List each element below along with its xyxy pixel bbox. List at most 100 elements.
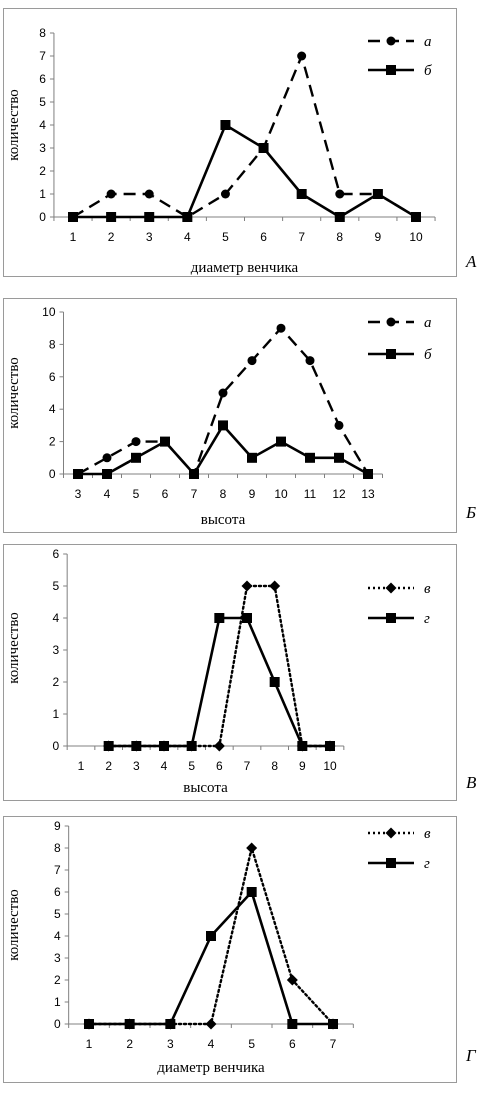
data-point bbox=[385, 582, 397, 594]
y-tick-label: 5 bbox=[52, 579, 59, 593]
y-tick-label: 8 bbox=[54, 841, 61, 855]
data-point bbox=[206, 931, 216, 941]
x-tick-label: 13 bbox=[361, 487, 375, 501]
data-point bbox=[218, 388, 228, 398]
data-point bbox=[106, 212, 117, 222]
data-point bbox=[297, 51, 307, 61]
data-point bbox=[247, 356, 257, 366]
x-tick-label: 3 bbox=[167, 1037, 174, 1051]
y-tick-label: 0 bbox=[54, 1017, 61, 1031]
y-tick-label: 10 bbox=[42, 305, 56, 319]
x-tick-label: 5 bbox=[188, 759, 195, 773]
x-tick-label: 8 bbox=[220, 487, 227, 501]
x-tick-label: 6 bbox=[162, 487, 169, 501]
data-point bbox=[334, 420, 344, 430]
x-tick-label: 3 bbox=[133, 759, 140, 773]
data-point bbox=[334, 452, 344, 463]
x-tick-label: 11 bbox=[304, 487, 317, 501]
legend-label: а bbox=[424, 315, 432, 331]
y-tick-label: 1 bbox=[52, 707, 59, 721]
series-line bbox=[73, 123, 417, 219]
x-axis-label: высота bbox=[183, 780, 228, 796]
data-point bbox=[386, 65, 396, 75]
x-tick-label: 7 bbox=[191, 487, 198, 501]
x-tick-label: 6 bbox=[260, 230, 267, 244]
y-tick-label: 0 bbox=[52, 739, 59, 753]
y-tick-label: 0 bbox=[49, 467, 56, 481]
y-tick-label: 7 bbox=[54, 863, 61, 877]
y-tick-label: 3 bbox=[39, 141, 46, 155]
chart-frame bbox=[3, 8, 457, 277]
y-axis-label: количество bbox=[6, 612, 22, 684]
y-tick-label: 4 bbox=[54, 929, 61, 943]
data-point bbox=[246, 887, 257, 897]
y-tick-label: 2 bbox=[49, 435, 56, 449]
data-point bbox=[328, 1019, 338, 1029]
data-point bbox=[247, 452, 257, 463]
y-tick-label: 4 bbox=[39, 118, 46, 132]
x-tick-label: 4 bbox=[184, 230, 191, 244]
data-point bbox=[305, 452, 315, 463]
x-tick-label: 4 bbox=[104, 487, 111, 501]
y-tick-label: 2 bbox=[54, 973, 61, 987]
x-tick-label: 5 bbox=[133, 487, 140, 501]
chart-frame bbox=[3, 816, 457, 1083]
data-point bbox=[386, 317, 396, 327]
data-point bbox=[297, 741, 308, 751]
data-point bbox=[144, 212, 155, 222]
chart-frame bbox=[3, 298, 457, 533]
x-tick-label: 1 bbox=[86, 1037, 93, 1051]
y-tick-label: 6 bbox=[49, 370, 56, 384]
y-tick-label: 7 bbox=[39, 49, 46, 63]
x-tick-label: 4 bbox=[208, 1037, 215, 1051]
x-tick-label: 2 bbox=[126, 1037, 133, 1051]
x-tick-label: 1 bbox=[70, 230, 77, 244]
data-point bbox=[131, 741, 142, 751]
data-point bbox=[242, 613, 252, 623]
y-tick-label: 4 bbox=[52, 611, 59, 625]
y-tick-label: 3 bbox=[54, 951, 61, 965]
data-point bbox=[286, 974, 298, 986]
data-point bbox=[276, 436, 286, 447]
y-tick-label: 5 bbox=[39, 95, 46, 109]
data-point bbox=[269, 677, 280, 687]
y-tick-label: 2 bbox=[39, 164, 46, 178]
series-2 bbox=[84, 887, 338, 1029]
data-point bbox=[131, 452, 141, 463]
data-point bbox=[205, 1018, 217, 1030]
legend-label: а bbox=[424, 34, 432, 50]
y-tick-label: 1 bbox=[39, 187, 46, 201]
data-point bbox=[269, 580, 281, 592]
y-tick-label: 2 bbox=[52, 675, 59, 689]
data-point bbox=[386, 349, 396, 359]
x-tick-label: 3 bbox=[146, 230, 153, 244]
x-tick-label: 7 bbox=[330, 1037, 337, 1051]
y-axis-label: количество bbox=[6, 357, 22, 429]
legend-label: г bbox=[424, 611, 430, 627]
x-tick-label: 9 bbox=[299, 759, 306, 773]
data-point bbox=[386, 36, 396, 46]
data-point bbox=[385, 827, 397, 839]
data-point bbox=[325, 741, 335, 751]
y-tick-label: 6 bbox=[39, 72, 46, 86]
x-tick-label: 2 bbox=[108, 230, 115, 244]
data-point bbox=[103, 741, 114, 751]
x-tick-label: 7 bbox=[244, 759, 251, 773]
x-axis-label: диаметр венчика bbox=[191, 260, 299, 276]
y-tick-label: 6 bbox=[54, 885, 61, 899]
x-tick-label: 5 bbox=[248, 1037, 255, 1051]
data-point bbox=[165, 1019, 176, 1029]
y-tick-label: 8 bbox=[49, 337, 56, 351]
y-tick-label: 6 bbox=[52, 547, 59, 561]
y-axis-label: количество bbox=[6, 89, 22, 161]
x-tick-label: 9 bbox=[249, 487, 256, 501]
data-point bbox=[241, 580, 253, 592]
data-point bbox=[84, 1019, 94, 1029]
